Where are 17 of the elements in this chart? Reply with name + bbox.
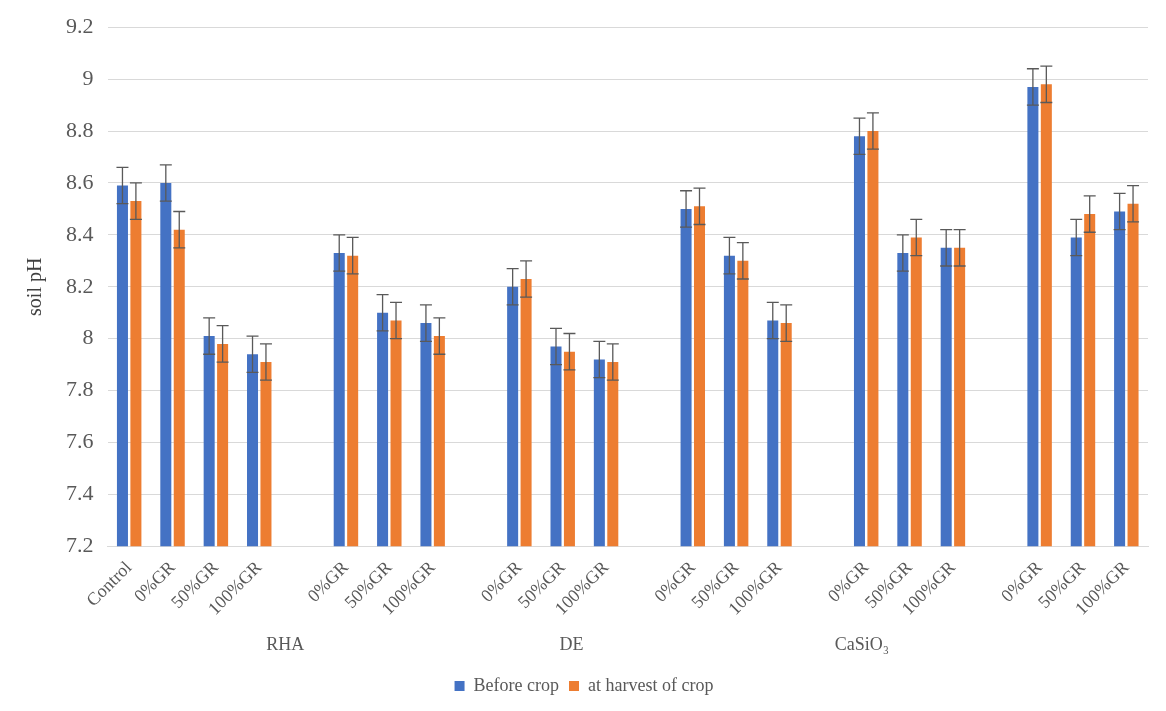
legend-label: Before crop (473, 674, 560, 695)
y-tick-label: 8.6 (66, 168, 94, 194)
y-tick-label: 7.4 (66, 480, 94, 506)
y-tick-label: 8 (82, 324, 94, 350)
text: CaSiO₃ (834, 633, 889, 654)
y-tick-label: 9 (82, 64, 94, 90)
y-tick-label: 8.4 (66, 220, 94, 246)
y-tick-label: 7.8 (66, 376, 94, 402)
text: DE (559, 633, 584, 654)
y-tick-label: 7.2 (66, 532, 94, 558)
legend-label: at harvest of crop (588, 674, 714, 695)
y-tick-label: 8.8 (66, 116, 94, 142)
y-tick-label: 9.2 (66, 12, 94, 38)
text: RHA (266, 633, 305, 654)
y-tick-label: 7.6 (66, 428, 94, 454)
y-tick-label: 8.2 (66, 272, 94, 298)
y-axis-title: soil pH (23, 257, 47, 316)
